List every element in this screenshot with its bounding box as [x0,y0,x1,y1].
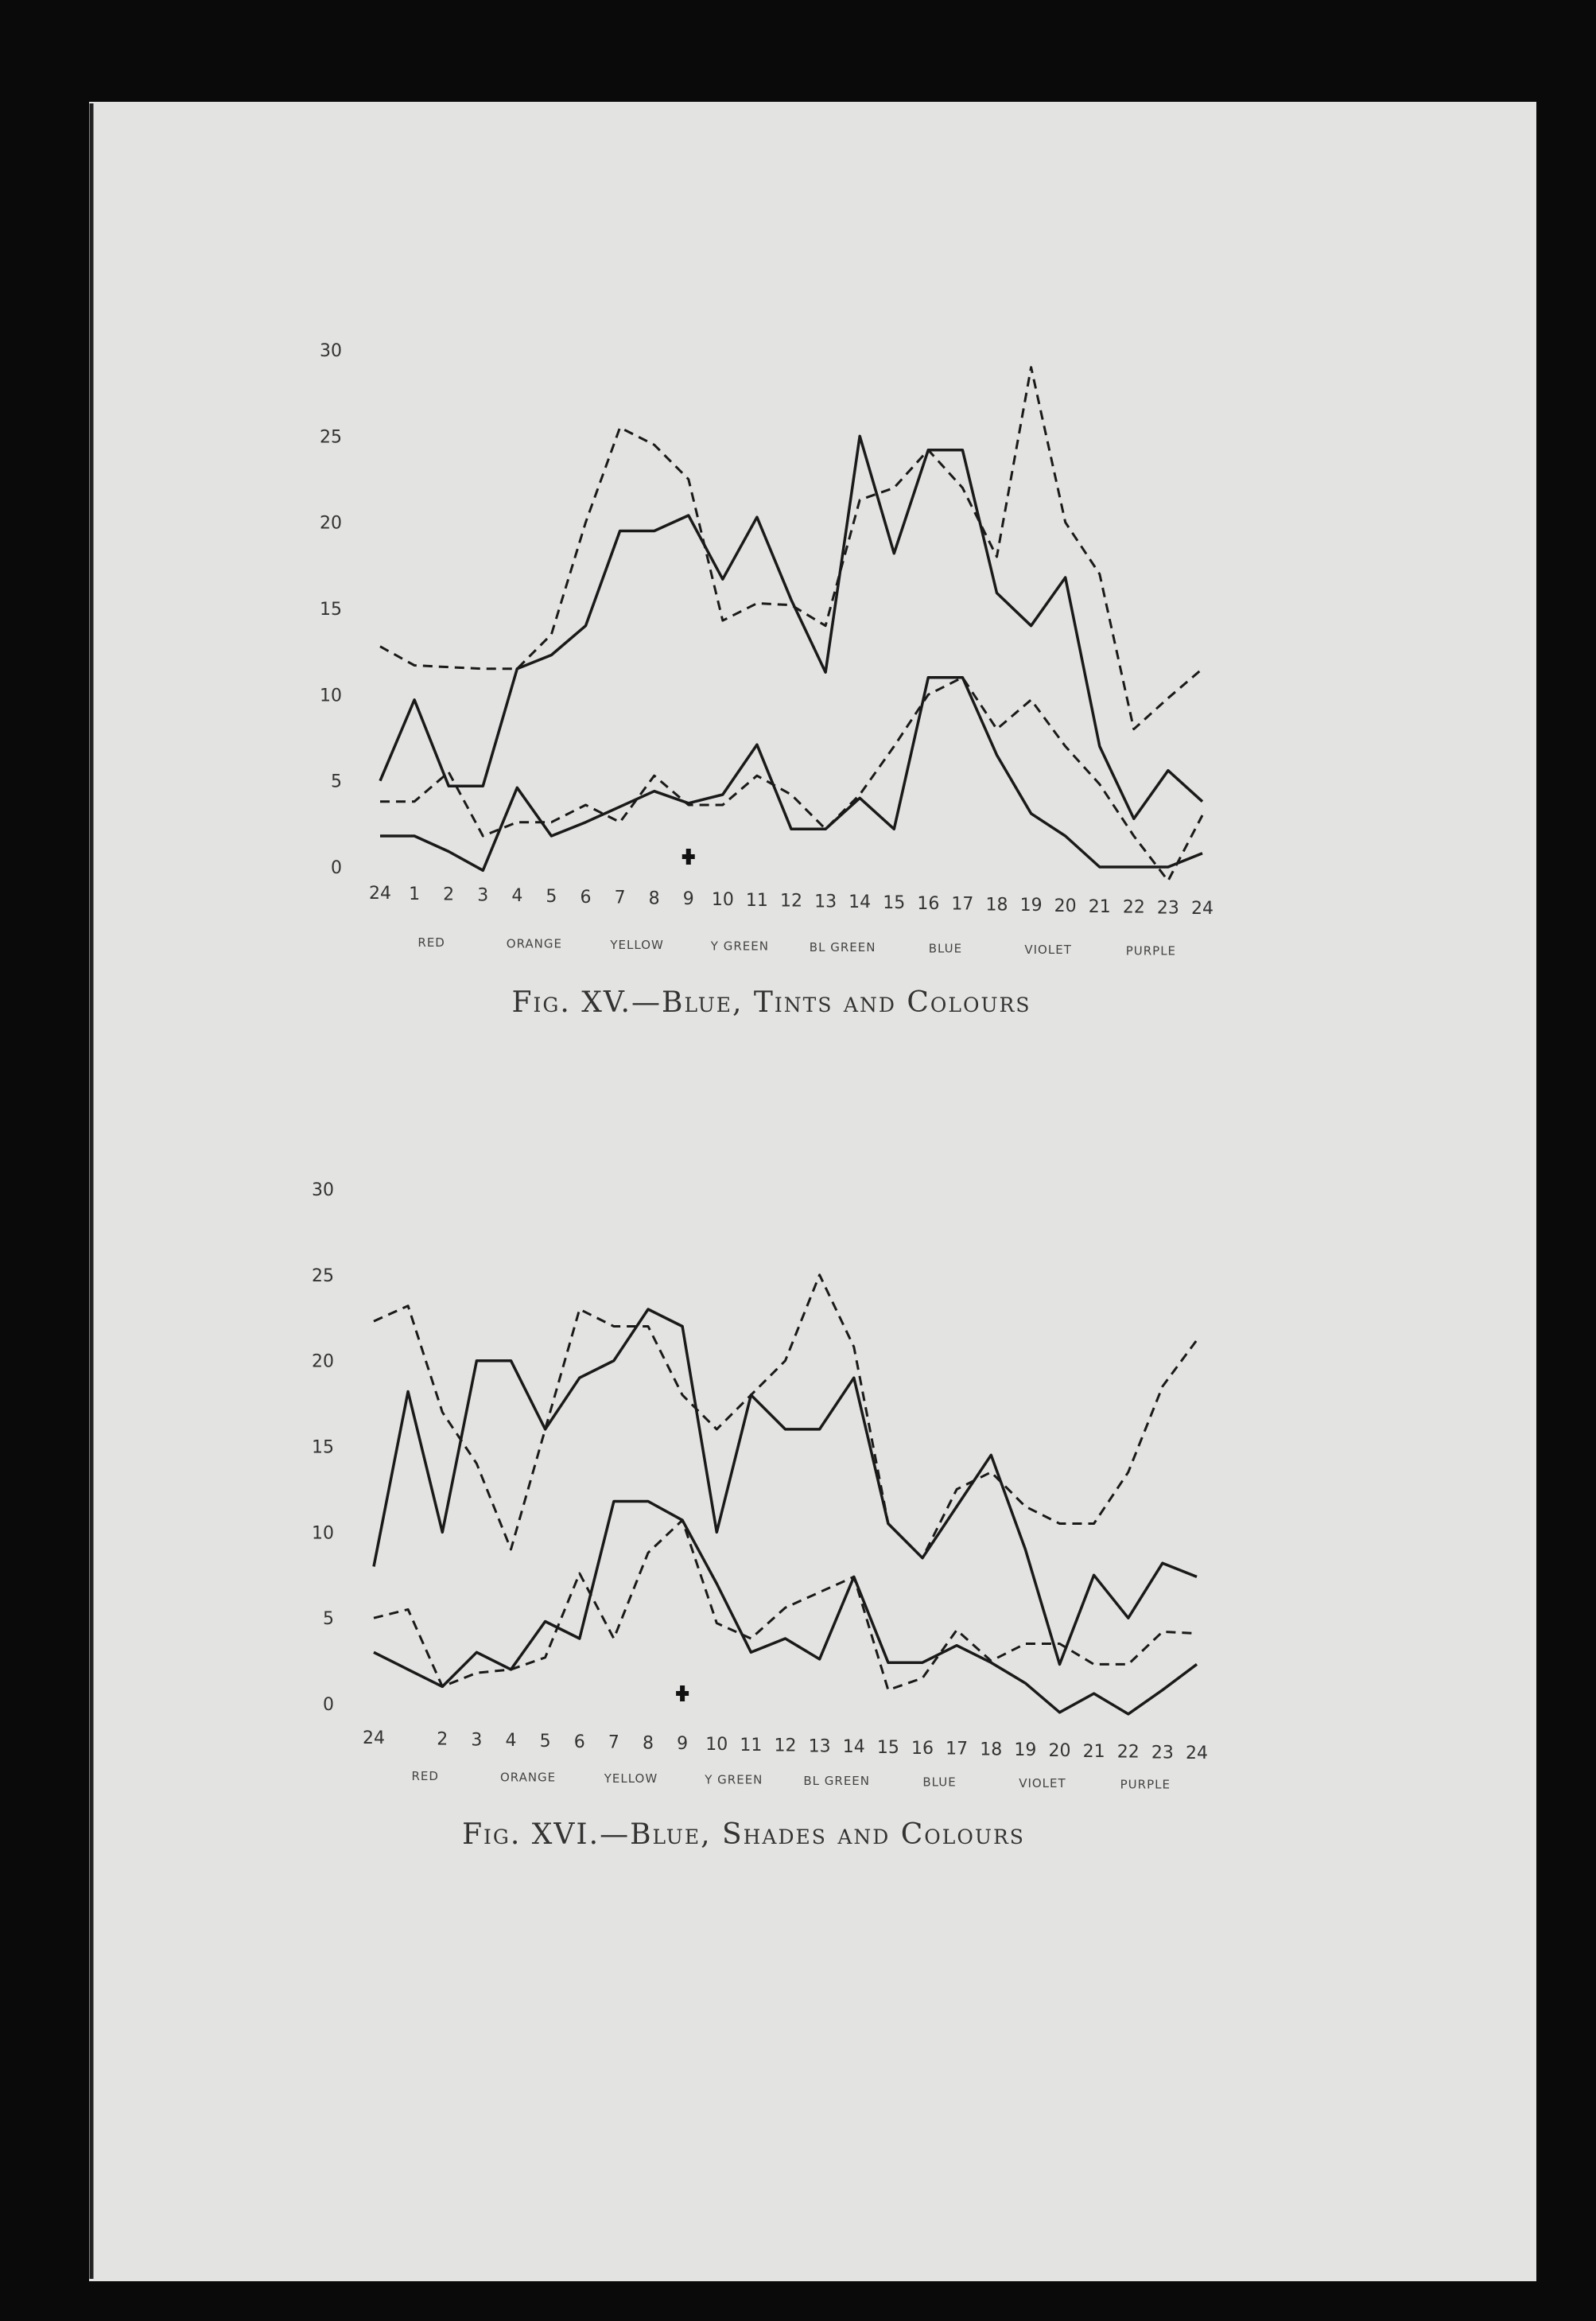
category-label: Y GREEN [704,1773,763,1787]
category-label: YELLOW [604,1771,658,1786]
x-tick-label: 7 [615,888,626,908]
x-tick-label: 11 [740,1736,762,1755]
y-tick-label: 0 [331,858,342,878]
x-tick-label: 16 [917,894,939,914]
x-tick-label: 9 [677,1734,688,1754]
x-tick-label: 24 [1186,1744,1208,1763]
x-tick-label: 4 [511,886,522,906]
y-tick-label: 5 [331,772,342,792]
series-line-1-solid [372,1308,1198,1666]
y-tick-label: 10 [312,1523,334,1543]
chart-fig-xvi: Fig. XVI.—Blue, Shades and Colours 0 5 10 1… [312,1180,1208,1851]
category-label: BL GREEN [810,940,876,954]
x-tick-label: 17 [946,1740,968,1759]
series-line-1-solid [379,434,1204,821]
y-tick-label: 25 [312,1266,334,1286]
x-tick-label: 8 [643,1733,654,1753]
cross-mark-icon [676,1685,689,1702]
series-line-3-solid [380,675,1203,873]
x-tick-label: 3 [471,1730,482,1750]
x-tick-label: 18 [980,1740,1002,1759]
x-tick-label: 21 [1089,897,1111,917]
x-tick-label: 6 [581,888,592,908]
x-tick-label: 2 [437,1730,448,1750]
y-tick-label: 25 [320,427,342,447]
series-line-2-dashed [373,1273,1198,1560]
x-tick-label: 5 [540,1732,551,1751]
x-tick-label: 1 [409,884,420,904]
x-tick-label: 14 [848,892,871,912]
series-line-4-dashed [380,676,1204,882]
category-label: RED [417,935,445,950]
x-tick-label: 8 [649,888,660,908]
x-tick-label: 13 [809,1736,831,1756]
category-label: RED [411,1769,438,1783]
y-tick-label: 15 [312,1438,334,1458]
x-tick-label: 24 [1191,899,1214,919]
x-tick-label: 5 [546,887,557,907]
category-label: VIOLET [1024,943,1072,957]
category-label: YELLOW [609,938,663,952]
x-tick-label: 10 [712,890,734,910]
x-tick-label: 4 [506,1731,517,1751]
y-tick-label: 5 [323,1609,334,1629]
x-tick-label: 20 [1054,896,1077,916]
x-tick-label: 2 [443,885,454,905]
category-label: PURPLE [1126,944,1176,958]
category-label: BL GREEN [803,1774,870,1788]
cross-mark-icon [682,849,695,865]
x-tick-label: 23 [1151,1743,1174,1763]
page-sheet [89,102,1536,2281]
x-tick-label: 16 [911,1739,934,1759]
x-tick-label: 17 [951,895,973,915]
x-tick-label: 10 [705,1735,728,1755]
x-tick-label: 14 [843,1737,865,1757]
category-label: ORANGE [507,937,562,951]
x-tick-label: 13 [814,892,837,912]
chart-title: Fig. XVI.—Blue, Shades and Colours [462,1818,1025,1851]
y-tick-label: 20 [320,514,342,534]
y-tick-label: 30 [320,341,342,361]
x-tick-label: 18 [986,895,1008,915]
category-label: BLUE [929,942,962,956]
y-tick-label: 20 [312,1352,334,1372]
x-tick-label: 6 [574,1732,585,1752]
category-label: PURPLE [1120,1778,1171,1792]
chart-title: Fig. XV.—Blue, Tints and Colours [512,986,1031,1019]
y-tick-label: 15 [320,600,342,620]
x-tick-label: 11 [746,891,768,911]
y-tick-label: 0 [323,1695,334,1715]
x-tick-label: 15 [883,893,905,913]
series-line-4-dashed [373,1518,1198,1692]
x-tick-label: 3 [477,885,488,905]
chart-fig-xv: Fig. XV.—Blue, Tints and Colours 0510152… [320,341,1214,1019]
x-tick-label: 19 [1014,1740,1036,1760]
x-tick-label: 22 [1117,1743,1140,1763]
x-tick-label: 22 [1123,898,1145,918]
y-tick-label: 10 [320,686,342,706]
category-label: VIOLET [1019,1776,1066,1790]
category-label: BLUE [922,1775,956,1790]
series-line-2-dashed [379,366,1203,731]
category-label: ORANGE [500,1771,556,1785]
category-label: Y GREEN [710,939,769,954]
x-tick-label: 24 [363,1728,385,1748]
x-tick-label: 20 [1049,1741,1071,1761]
x-tick-label: 7 [608,1733,619,1753]
x-tick-label: 23 [1157,898,1179,918]
x-tick-label: 12 [780,892,802,912]
x-tick-label: 9 [683,889,694,909]
y-tick-label: 30 [312,1180,334,1200]
x-tick-label: 12 [775,1736,797,1756]
x-tick-label: 21 [1083,1742,1105,1762]
x-tick-label: 15 [877,1738,899,1758]
x-tick-label: 24 [369,884,391,904]
x-tick-label: 19 [1020,896,1043,916]
